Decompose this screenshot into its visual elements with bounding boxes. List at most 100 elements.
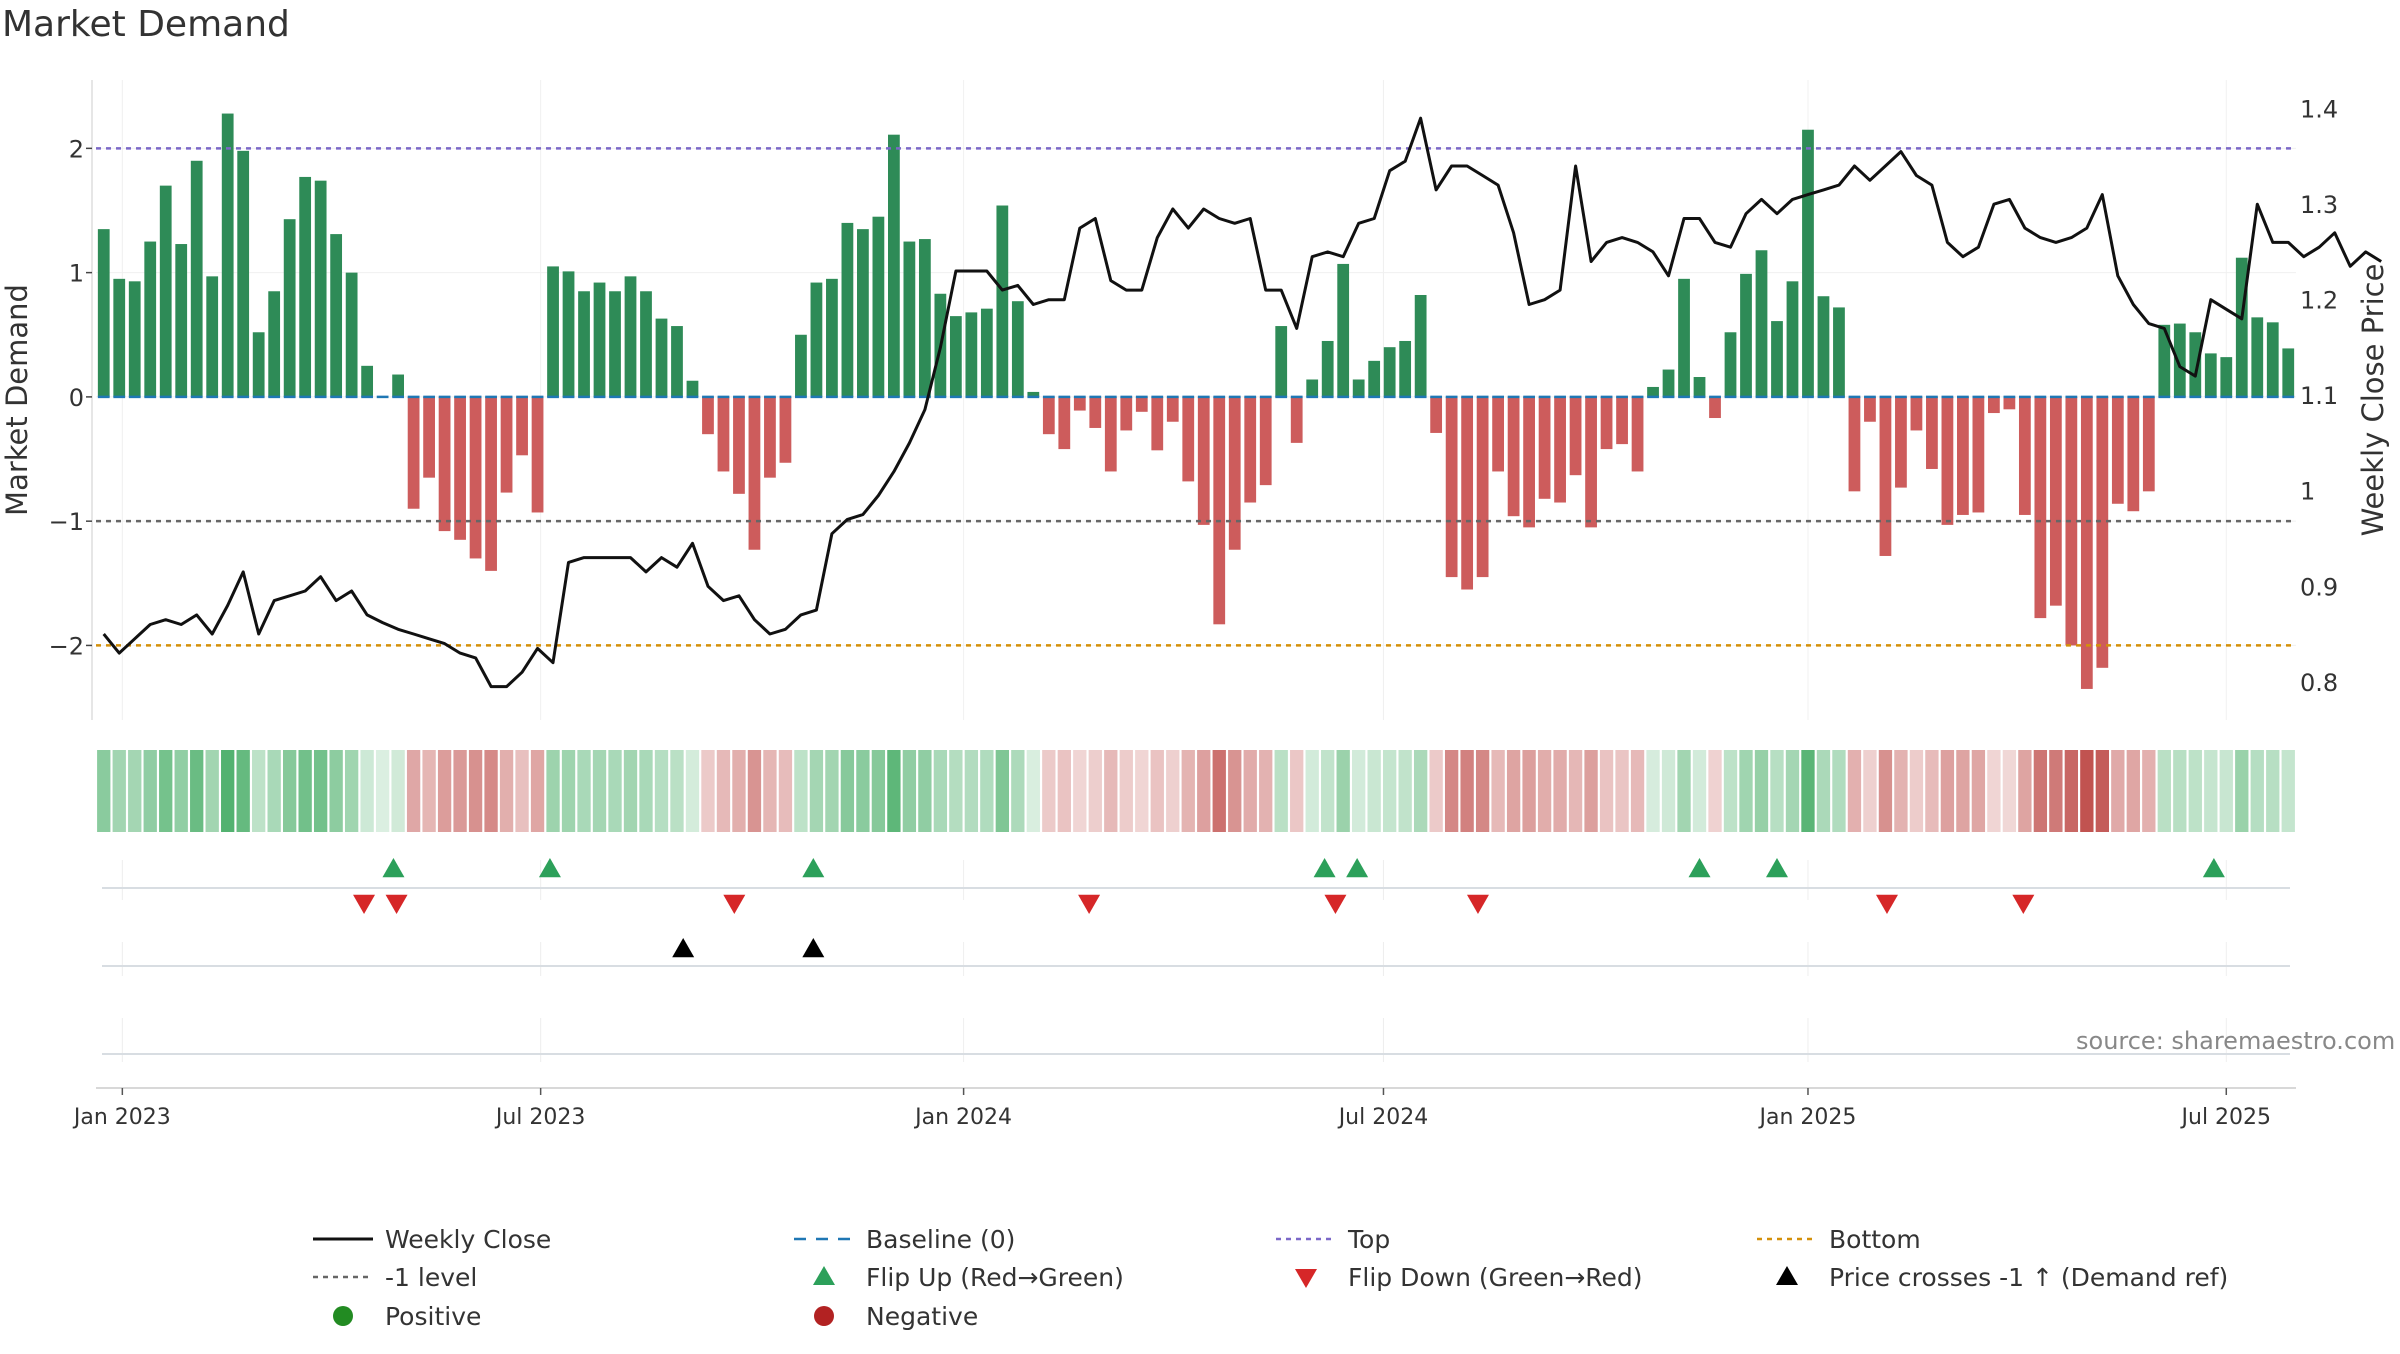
demand-bar-positive bbox=[283, 219, 296, 397]
demand-bar-negative bbox=[1600, 396, 1613, 450]
heat-cell bbox=[236, 750, 250, 832]
legend-swatch-circle bbox=[333, 1306, 353, 1326]
heat-cell bbox=[1197, 750, 1211, 832]
heat-cell bbox=[2111, 750, 2125, 832]
right-tick-label: 0.9 bbox=[2300, 573, 2338, 601]
demand-bar-negative bbox=[1197, 396, 1210, 525]
demand-bar-negative bbox=[2080, 396, 2093, 689]
flip-down-marker bbox=[723, 894, 746, 914]
demand-bar-positive bbox=[268, 291, 281, 397]
demand-bar-negative bbox=[2142, 396, 2155, 492]
main-plot: 2 1 0 −1 −2 1.4 1.3 1.2 1.1 1 0.9 0.8 Market Demand W… bbox=[0, 80, 2390, 720]
heat-cell bbox=[1259, 750, 1273, 832]
demand-bar-positive bbox=[810, 282, 823, 397]
heat-cell bbox=[2219, 750, 2233, 832]
demand-bar-positive bbox=[2158, 324, 2171, 397]
left-tick-label: −2 bbox=[49, 632, 84, 660]
heat-cell bbox=[1956, 750, 1970, 832]
demand-bar-positive bbox=[1027, 391, 1040, 397]
demand-bar-positive bbox=[872, 216, 885, 397]
heat-cell bbox=[221, 750, 235, 832]
heat-cell bbox=[2173, 750, 2187, 832]
heat-cell bbox=[2033, 750, 2048, 832]
demand-bar-negative bbox=[717, 396, 730, 472]
price-cross-marker bbox=[672, 938, 695, 958]
heat-cell bbox=[1228, 750, 1242, 832]
demand-bar-positive bbox=[330, 234, 343, 397]
heat-cell bbox=[484, 750, 498, 832]
demand-bar-negative bbox=[733, 396, 745, 494]
demand-bar-positive bbox=[1724, 332, 1737, 397]
demand-bar-positive bbox=[1771, 321, 1783, 397]
heat-cell bbox=[1088, 750, 1102, 832]
heat-cell bbox=[2142, 750, 2156, 832]
legend-label: Baseline (0) bbox=[866, 1225, 1015, 1254]
heat-cell bbox=[747, 750, 762, 832]
heat-cell bbox=[980, 750, 994, 832]
heat-cell bbox=[1754, 750, 1769, 832]
demand-bar-negative bbox=[2018, 396, 2031, 515]
heat-cell bbox=[2095, 750, 2109, 832]
demand-bar-positive bbox=[299, 176, 312, 397]
heat-cell bbox=[468, 750, 483, 832]
demand-bar-positive bbox=[2173, 323, 2186, 397]
heat-cell bbox=[252, 750, 266, 832]
heat-cell bbox=[887, 750, 901, 832]
heat-cell bbox=[97, 750, 111, 832]
demand-bar-positive bbox=[857, 229, 869, 397]
x-tick-label: Jan 2025 bbox=[1758, 1105, 1857, 1130]
heat-cell bbox=[933, 750, 948, 832]
demand-bar-positive bbox=[686, 380, 699, 397]
demand-bar-negative bbox=[1089, 396, 1102, 428]
legend-label: Positive bbox=[385, 1302, 481, 1331]
demand-bar-negative bbox=[2034, 396, 2047, 619]
heat-cell bbox=[2188, 750, 2202, 832]
heat-cell bbox=[1785, 750, 1800, 832]
heat-cell bbox=[1553, 750, 1567, 832]
legend-label: Price crosses -1 ↑ (Demand ref) bbox=[1829, 1263, 2228, 1292]
heat-cell bbox=[283, 750, 297, 832]
demand-bar-negative bbox=[454, 396, 466, 540]
flip-up-marker bbox=[1688, 858, 1711, 878]
heat-cell bbox=[1460, 750, 1474, 832]
heat-cell bbox=[515, 750, 529, 832]
heat-cell bbox=[267, 750, 281, 832]
flip-up-marker bbox=[1313, 858, 1336, 878]
heat-cell bbox=[453, 750, 467, 832]
demand-bar-negative bbox=[423, 396, 435, 478]
right-tick-label: 1.2 bbox=[2300, 287, 2338, 315]
heat-cell bbox=[2157, 750, 2171, 832]
demand-bar-positive bbox=[206, 276, 219, 397]
weekly-close-line bbox=[102, 116, 2382, 689]
heat-cell bbox=[2235, 750, 2249, 832]
heat-cell bbox=[2126, 750, 2140, 832]
heat-cell bbox=[1506, 750, 1521, 832]
demand-bar-negative bbox=[1213, 396, 1226, 625]
heat-cell bbox=[1847, 750, 1862, 832]
heat-cell bbox=[1708, 750, 1722, 832]
heat-cell bbox=[1398, 750, 1412, 832]
demand-bar-negative bbox=[407, 396, 420, 509]
heat-cell bbox=[546, 750, 560, 832]
demand-bar-positive bbox=[624, 276, 637, 397]
heat-cell bbox=[670, 750, 684, 832]
heat-cell bbox=[1723, 750, 1738, 832]
demand-bar-positive bbox=[1833, 307, 1845, 397]
legend-label: -1 level bbox=[385, 1263, 477, 1292]
demand-bar-positive bbox=[593, 282, 606, 397]
heat-cell bbox=[2080, 750, 2094, 832]
demand-bar-positive bbox=[1755, 250, 1768, 397]
heat-cell bbox=[995, 750, 1009, 832]
heat-cell bbox=[1011, 750, 1025, 832]
heat-cell bbox=[949, 750, 963, 832]
heat-cell bbox=[2049, 750, 2063, 832]
demand-bar-positive bbox=[252, 332, 265, 397]
demand-bar-negative bbox=[1244, 396, 1257, 503]
demand-bar-positive bbox=[175, 244, 188, 397]
right-tick-label: 1.1 bbox=[2300, 382, 2338, 410]
heat-cell bbox=[763, 750, 777, 832]
heat-cell bbox=[1383, 750, 1397, 832]
heat-cell bbox=[856, 750, 870, 832]
demand-bar-positive bbox=[640, 291, 652, 397]
